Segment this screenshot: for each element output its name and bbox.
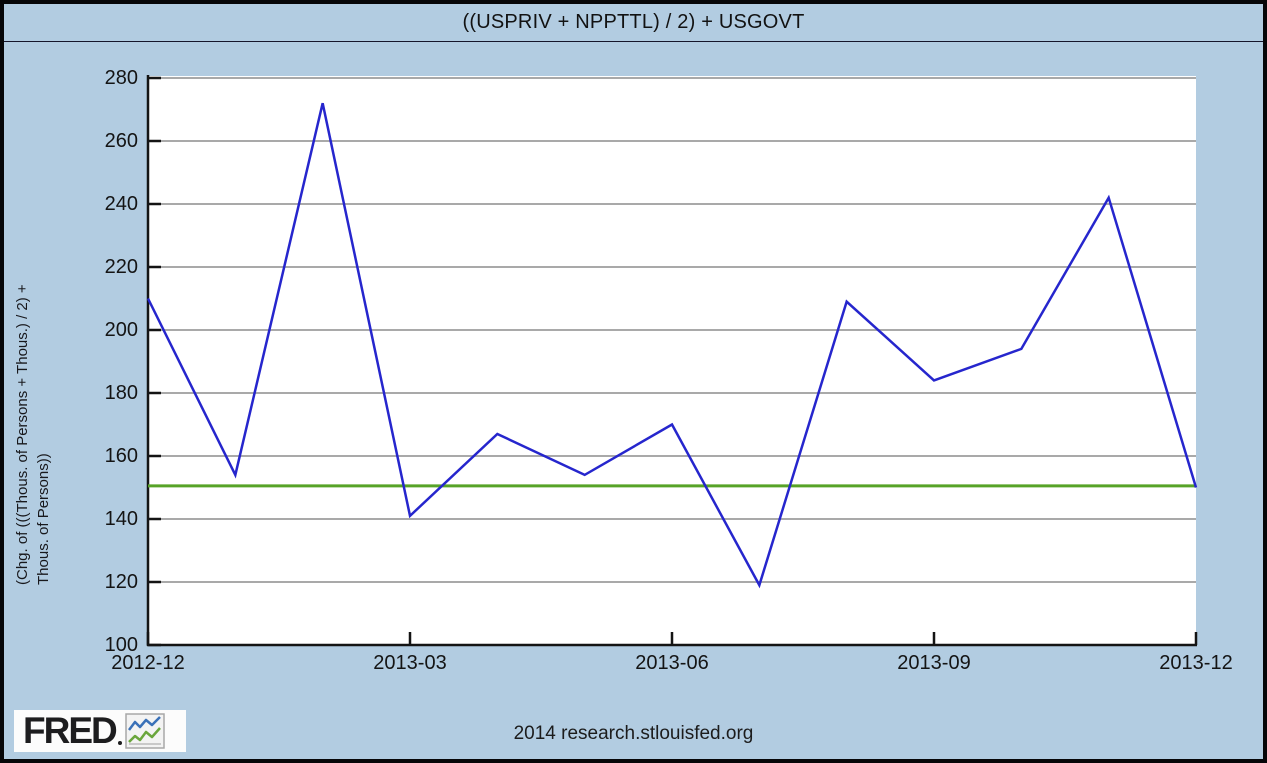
fred-logo-chart-icon (124, 713, 165, 749)
y-tick-label: 260 (104, 130, 138, 152)
x-tick-label: 2013-03 (373, 652, 447, 674)
fred-logo-text: FRED (23, 710, 118, 751)
plot-background (148, 76, 1196, 645)
fred-logo: FRED (14, 710, 186, 752)
y-tick-label: 140 (104, 508, 138, 530)
x-tick-label: 2013-06 (635, 652, 709, 674)
y-tick-label: 160 (104, 445, 138, 467)
y-tick-label: 180 (104, 382, 138, 404)
y-tick-label: 120 (104, 571, 138, 593)
series-line (146, 102, 1198, 589)
chart-title: ((USPRIV + NPPTTL) / 2) + USGOVT (462, 11, 805, 33)
footer-attribution: 2014 research.stlouisfed.org (513, 723, 754, 744)
y-tick-label: 220 (104, 256, 138, 278)
y-tick-label: 100 (104, 634, 138, 656)
y-tick-label: 240 (104, 193, 138, 215)
y-tick-label: 200 (104, 319, 138, 341)
x-tick-label: 2012-12 (111, 652, 185, 674)
chart-title-bar: ((USPRIV + NPPTTL) / 2) + USGOVT (4, 4, 1263, 42)
x-tick-label: 2013-12 (1159, 652, 1233, 674)
x-tick-label: 2013-09 (897, 652, 971, 674)
fred-logo-trademark-dot (117, 741, 122, 745)
y-tick-label: 280 (104, 67, 138, 89)
